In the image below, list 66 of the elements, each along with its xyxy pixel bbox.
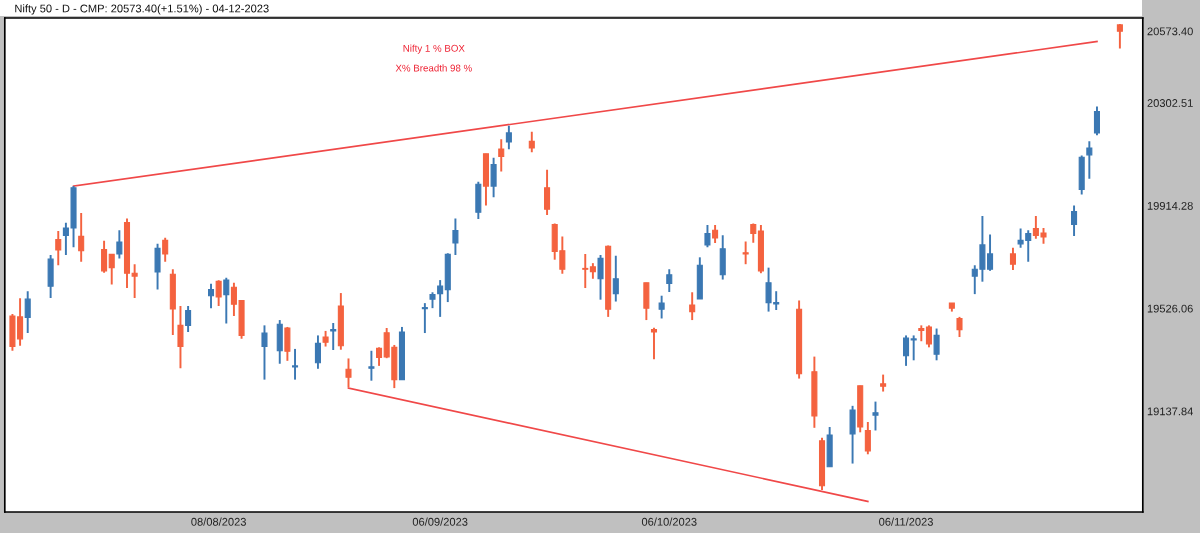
candlestick: [314, 334, 321, 370]
candlestick: [849, 404, 856, 465]
candlestick: [872, 400, 879, 432]
candlestick: [1009, 246, 1016, 271]
candlestick: [864, 421, 871, 456]
candlestick: [1116, 23, 1123, 50]
x-tick-label: 06/09/2023: [412, 517, 468, 526]
candlestick: [452, 217, 459, 256]
candlestick: [612, 254, 619, 303]
candlestick: [544, 168, 551, 216]
candlestick: [528, 130, 535, 154]
y-tick-label: 19914.28: [1147, 201, 1193, 210]
candlestick: [261, 324, 268, 381]
y-tick-label: 19137.84: [1147, 407, 1193, 416]
candlestick: [712, 224, 719, 244]
candlestick: [742, 240, 749, 266]
candlestick: [291, 347, 299, 381]
candlestick: [1093, 105, 1101, 137]
candlestick: [284, 325, 291, 362]
candlestick: [177, 305, 184, 370]
candlestick: [650, 326, 658, 361]
candlestick: [345, 357, 352, 389]
x-tick-label: 06/10/2023: [641, 517, 697, 526]
candlestick: [78, 212, 85, 263]
candlestick: [956, 315, 963, 338]
candlestick: [498, 138, 505, 173]
candlestick: [131, 263, 138, 300]
annotation: Nifty 1 % BOX: [403, 44, 465, 54]
candlestick: [925, 324, 932, 349]
candlestick: [658, 294, 665, 320]
candlestick: [368, 349, 375, 382]
chart-title: Nifty 50 - D - CMP: 20573.40(+1.51%) - 04-12-2023: [15, 4, 269, 15]
candlestick: [24, 290, 31, 335]
candlestick: [750, 222, 757, 244]
x-tick-label: 08/08/2023: [191, 517, 246, 526]
candlestick: [689, 291, 696, 322]
candlestick: [933, 327, 940, 362]
candlestick: [330, 322, 337, 351]
candlestick: [505, 124, 512, 151]
candlestick: [582, 252, 589, 289]
candlestick: [207, 282, 215, 310]
candlestick: [55, 230, 62, 267]
candlestick: [154, 242, 161, 291]
candlestick: [704, 224, 711, 249]
candlestick: [101, 239, 108, 274]
y-tick-label: 19526.06: [1147, 304, 1193, 313]
candlestick: [108, 253, 115, 286]
candlestick: [437, 279, 444, 318]
candlestick: [597, 253, 604, 301]
candlestick: [185, 305, 192, 333]
y-tick-label: 20302.51: [1147, 99, 1193, 107]
candlestick: [902, 334, 910, 367]
candlestick: [1086, 140, 1093, 180]
annotation: X% Breadth 98 %: [395, 64, 472, 72]
candlestick: [421, 302, 428, 335]
candlestick: [910, 334, 917, 362]
candlestick: [162, 236, 169, 263]
candlestick: [215, 279, 222, 307]
candlestick: [490, 156, 497, 199]
candlestick: [116, 229, 123, 260]
y-tick-label: 20573.40: [1147, 27, 1193, 36]
candlestick: [223, 276, 230, 325]
candlestick: [376, 346, 383, 367]
x-tick-label: 06/11/2023: [879, 517, 933, 526]
candlestick: [666, 268, 673, 293]
candlestick: [1071, 204, 1078, 237]
